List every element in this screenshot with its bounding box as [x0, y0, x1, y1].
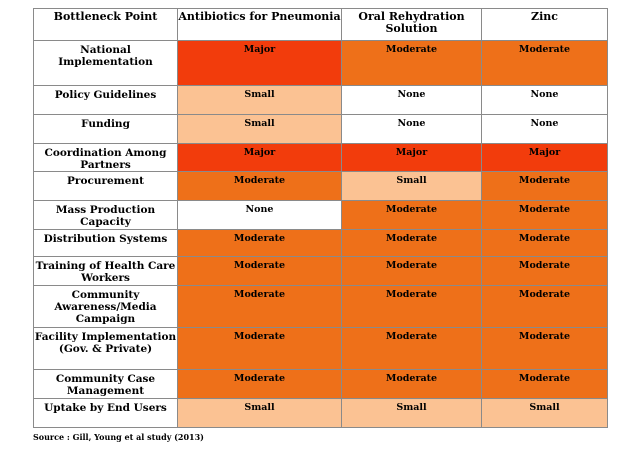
severity-cell: Major [177, 143, 342, 172]
table-row: Policy Guidelines Small None None [33, 85, 608, 115]
header-antibiotics-for-pneumonia: Antibiotics for Pneumonia [177, 8, 342, 41]
severity-cell: Moderate [481, 200, 608, 230]
source-note: Source : Gill, Young et al study (2013) [33, 432, 204, 442]
severity-cell: Moderate [341, 369, 482, 399]
table-row: Funding Small None None [33, 114, 608, 144]
severity-cell: Moderate [177, 171, 342, 201]
severity-cell: None [481, 114, 608, 144]
header-zinc: Zinc [481, 8, 608, 41]
severity-cell: Moderate [481, 40, 608, 86]
severity-cell: Small [177, 398, 342, 428]
table-body: National Implementation Major Moderate Mode… [33, 40, 608, 428]
header-oral-rehydration-solution: Oral Rehydration Solution [341, 8, 482, 41]
table-row: National Implementation Major Moderate Mode… [33, 40, 608, 86]
severity-cell: None [481, 85, 608, 115]
table-row: Training of Health Care Workers Moderate M… [33, 256, 608, 286]
severity-cell: Moderate [481, 256, 608, 286]
bottleneck-label: Mass Production Capacity [33, 200, 178, 230]
severity-cell: Small [341, 398, 482, 428]
bottleneck-label: Distribution Systems [33, 229, 178, 257]
severity-cell: Moderate [481, 171, 608, 201]
severity-cell: Small [481, 398, 608, 428]
bottleneck-label: Policy Guidelines [33, 85, 178, 115]
table-row: Community Case Management Moderate Moderat… [33, 369, 608, 399]
severity-cell: None [341, 85, 482, 115]
severity-cell: Moderate [341, 40, 482, 86]
table-row: Facility Implementation (Gov. & Private)… [33, 327, 608, 370]
severity-cell: Moderate [481, 327, 608, 370]
bottleneck-label: Training of Health Care Workers [33, 256, 178, 286]
bottleneck-label: Funding [33, 114, 178, 144]
bottleneck-label: Community Awareness/Media Campaign [33, 285, 178, 328]
severity-cell: Major [481, 143, 608, 172]
severity-cell: Moderate [177, 327, 342, 370]
header-bottleneck-point: Bottleneck Point [33, 8, 178, 41]
bottleneck-label: Coordination Among Partners [33, 143, 178, 172]
severity-cell: Moderate [177, 369, 342, 399]
bottleneck-label: National Implementation [33, 40, 178, 86]
bottleneck-label: Uptake by End Users [33, 398, 178, 428]
severity-cell: Moderate [341, 256, 482, 286]
table-row: Distribution Systems Moderate Moderate Mode… [33, 229, 608, 257]
severity-cell: Moderate [177, 285, 342, 328]
severity-cell: Moderate [481, 229, 608, 257]
severity-cell: Small [177, 85, 342, 115]
severity-cell: Major [341, 143, 482, 172]
table-row: Uptake by End Users Small Small Small [33, 398, 608, 428]
severity-cell: Small [177, 114, 342, 144]
severity-cell: None [177, 200, 342, 230]
severity-cell: Moderate [341, 200, 482, 230]
table-row: Coordination Among Partners Major Major Maj… [33, 143, 608, 172]
table-row: Mass Production Capacity None Moderate Mode… [33, 200, 608, 230]
bottleneck-label: Facility Implementation (Gov. & Private) [33, 327, 178, 370]
table-row: Procurement Moderate Small Moderate [33, 171, 608, 201]
severity-cell: Moderate [481, 285, 608, 328]
table-row: Community Awareness/Media Campaign Modera… [33, 285, 608, 328]
bottleneck-label: Community Case Management [33, 369, 178, 399]
severity-cell: None [341, 114, 482, 144]
severity-cell: Moderate [177, 256, 342, 286]
severity-cell: Moderate [177, 229, 342, 257]
severity-cell: Moderate [341, 285, 482, 328]
bottleneck-table: Bottleneck Point Antibiotics for Pneumon… [33, 8, 608, 428]
severity-cell: Small [341, 171, 482, 201]
table-header-row: Bottleneck Point Antibiotics for Pneumon… [33, 8, 608, 41]
bottleneck-label: Procurement [33, 171, 178, 201]
severity-cell: Moderate [481, 369, 608, 399]
severity-cell: Moderate [341, 327, 482, 370]
severity-cell: Moderate [341, 229, 482, 257]
severity-cell: Major [177, 40, 342, 86]
